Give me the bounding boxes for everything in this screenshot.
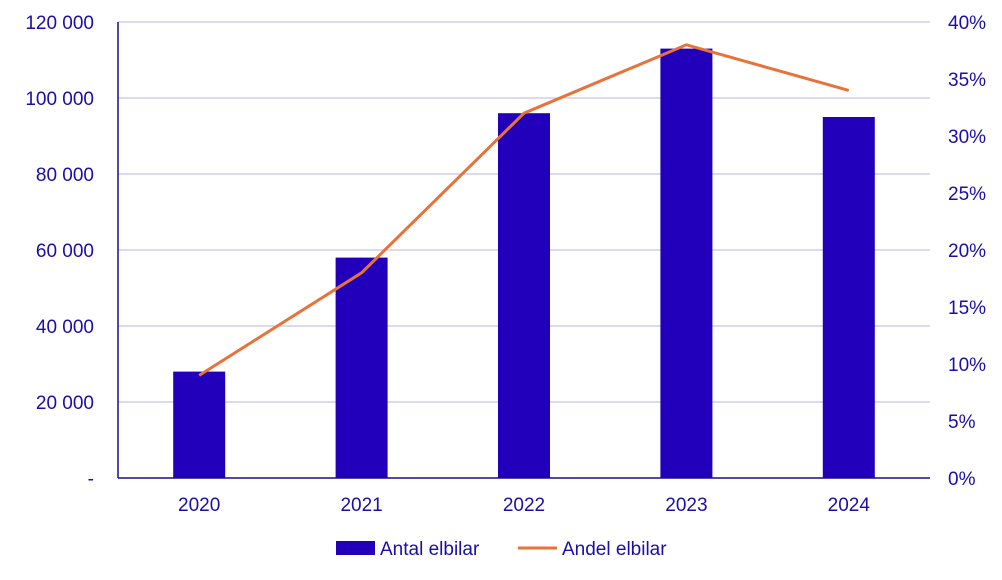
left-tick-label: 60 000 — [36, 241, 94, 262]
right-axis-ticks: 0% 5% 10% 15% 20% 25% 30% 35% 40% — [948, 13, 986, 490]
left-tick-label: 100 000 — [25, 89, 94, 110]
bar-2021 — [335, 257, 388, 478]
legend: Antal elbilar Andel elbilar — [336, 539, 667, 560]
left-axis-ticks: - 20 000 40 000 60 000 80 000 100 000 120 000 — [25, 13, 94, 490]
left-tick-label: - — [88, 469, 94, 490]
bar-2022 — [498, 113, 550, 478]
bar-2024 — [822, 117, 875, 478]
right-tick-label: 35% — [948, 70, 986, 91]
x-tick-label-2022: 2022 — [503, 495, 545, 516]
right-tick-label: 10% — [948, 355, 986, 376]
line-series-andel-elbilar — [198, 43, 850, 377]
legend-label-antal-elbilar: Antal elbilar — [380, 539, 480, 560]
right-tick-label: 30% — [948, 127, 986, 148]
left-tick-label: 80 000 — [36, 165, 94, 186]
right-tick-label: 20% — [948, 241, 986, 262]
legend-label-andel-elbilar: Andel elbilar — [562, 539, 667, 560]
right-tick-label: 25% — [948, 184, 986, 205]
x-tick-label-2021: 2021 — [340, 495, 382, 516]
left-tick-label: 40 000 — [36, 317, 94, 338]
x-tick-label-2024: 2024 — [828, 495, 871, 516]
left-tick-label: 120 000 — [25, 13, 94, 34]
bar-series-antal-elbilar — [173, 48, 875, 478]
axes — [117, 22, 930, 479]
legend-swatch-antal-elbilar — [336, 541, 375, 555]
x-tick-label-2023: 2023 — [665, 495, 707, 516]
bar-2020 — [173, 371, 226, 478]
right-tick-label: 40% — [948, 13, 986, 34]
x-tick-label-2020: 2020 — [178, 495, 220, 516]
right-tick-label: 5% — [948, 412, 976, 433]
right-tick-label: 0% — [948, 469, 976, 490]
bar-2023 — [660, 48, 713, 478]
right-tick-label: 15% — [948, 298, 986, 319]
x-axis-ticks: 2020 2021 2022 2023 2024 — [178, 495, 870, 516]
left-tick-label: 20 000 — [36, 393, 94, 414]
